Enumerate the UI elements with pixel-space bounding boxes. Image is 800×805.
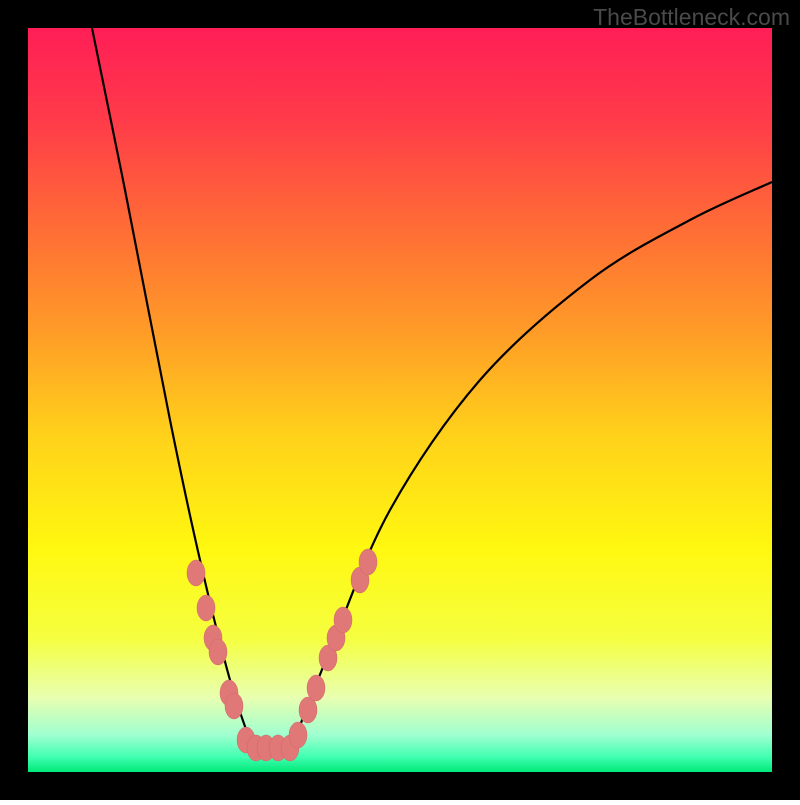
data-marker: [197, 595, 215, 621]
gradient-background: [28, 28, 772, 772]
data-marker: [209, 639, 227, 665]
chart-svg: [0, 0, 800, 800]
chart-container: TheBottleneck.com: [0, 0, 800, 800]
data-marker: [187, 560, 205, 586]
data-marker: [307, 675, 325, 701]
data-marker: [225, 693, 243, 719]
data-marker: [359, 549, 377, 575]
watermark-text: TheBottleneck.com: [593, 4, 790, 31]
data-marker: [334, 607, 352, 633]
data-marker: [289, 722, 307, 748]
